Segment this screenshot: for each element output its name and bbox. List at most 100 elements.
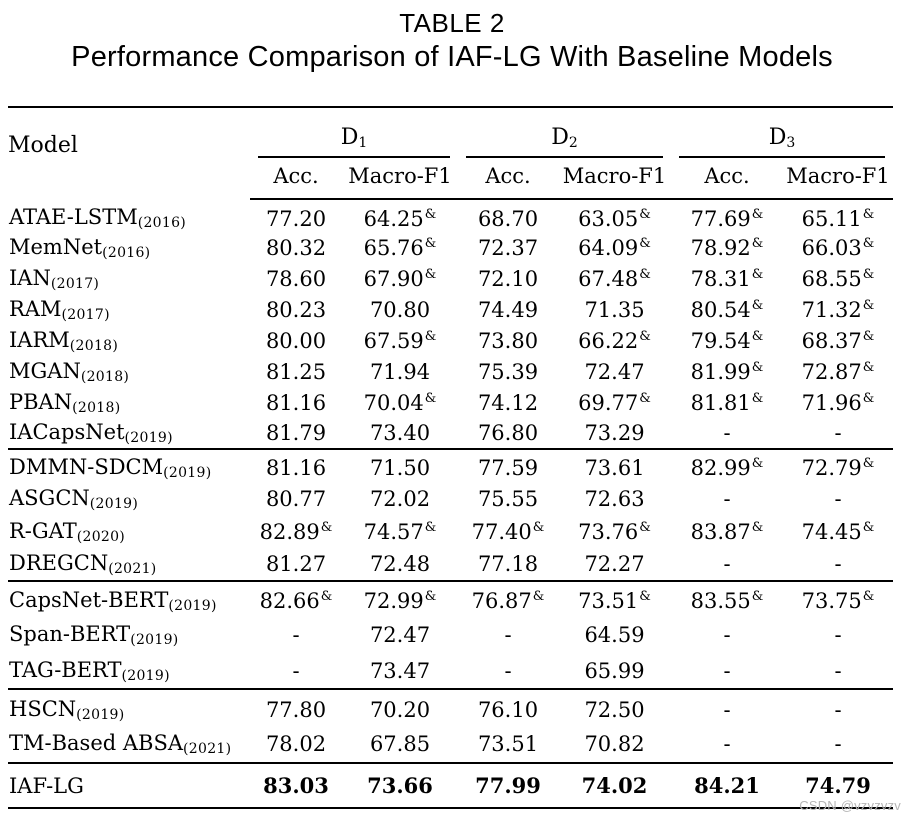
value-cell: 72.50	[558, 688, 671, 726]
model-year: (2019)	[163, 464, 212, 481]
d2-underline-rule	[466, 156, 663, 158]
model-name: DMMN-SDCM	[9, 454, 164, 479]
model-cell: IAF-LG	[8, 762, 250, 808]
ampersand-superscript: &	[862, 390, 875, 406]
metric-value: 72.79	[801, 455, 862, 480]
value-cell: 77.69&	[671, 199, 783, 232]
metric-value: 77.59	[477, 455, 539, 480]
model-year: (2019)	[130, 632, 179, 648]
value-cell: -	[671, 482, 783, 515]
ampersand-superscript: &	[751, 359, 764, 375]
metric-value: -	[723, 486, 731, 511]
value-cell: 71.94	[342, 356, 458, 387]
metric-value: 74.45	[801, 519, 862, 544]
value-cell: 74.45&	[783, 515, 893, 548]
metric-value: 80.23	[265, 297, 327, 322]
metric-value: 80.32	[265, 235, 327, 260]
ampersand-superscript: &	[639, 328, 651, 344]
model-name: IAN	[9, 265, 51, 290]
value-cell: 71.50	[342, 448, 458, 482]
model-year: (2018)	[80, 368, 130, 385]
ampersand-superscript: &	[532, 519, 545, 535]
ampersand-superscript: &	[751, 297, 764, 313]
ampersand-superscript: &	[751, 235, 764, 251]
ampersand-superscript: &	[424, 519, 437, 535]
value-cell: 83.03	[250, 762, 342, 808]
dataset-label-d3: D3	[768, 125, 796, 151]
ampersand-superscript: &	[751, 206, 764, 222]
metric-value: 81.81	[690, 390, 751, 415]
value-cell: -	[250, 653, 342, 689]
value-cell: 70.20	[342, 688, 458, 726]
column-header-macrof1-d2: Macro-F1	[558, 158, 671, 200]
metric-value: -	[723, 421, 731, 445]
value-cell: 73.40	[342, 418, 458, 449]
metric-value: -	[834, 552, 842, 576]
model-cell: CapsNet-BERT(2019)	[8, 580, 250, 617]
model-name: MemNet	[9, 234, 103, 259]
value-cell: -	[671, 653, 783, 689]
metric-value: 79.54	[690, 328, 751, 353]
value-cell: 72.87&	[783, 356, 893, 387]
table-row: DREGCN(2021) 81.27 72.48 77.18 72.27 - -	[8, 548, 893, 581]
column-header-macrof1-d3: Macro-F1	[783, 158, 893, 200]
metric-value: 82.99	[690, 455, 751, 480]
metric-value: 76.10	[477, 697, 539, 722]
metric-value: 71.96	[801, 390, 862, 415]
metric-value: 71.32	[801, 297, 862, 322]
value-cell: 64.59	[558, 617, 671, 653]
table-row: CapsNet-BERT(2019) 82.66& 72.99& 76.87& 73.5…	[8, 580, 893, 617]
metric-value: 64.25	[363, 206, 424, 231]
ampersand-superscript: &	[751, 455, 764, 471]
metric-value: 70.82	[584, 732, 645, 756]
table-row: R-GAT(2020) 82.89& 74.57& 77.40& 73.76& 83.87…	[8, 515, 893, 548]
table-row: HSCN(2019) 77.80 70.20 76.10 72.50 - -	[8, 688, 893, 726]
model-cell: R-GAT(2020)	[8, 515, 250, 548]
value-cell: 73.61	[558, 448, 671, 482]
metric-value: -	[292, 623, 300, 647]
model-cell: HSCN(2019)	[8, 688, 250, 726]
model-cell: TAG-BERT(2019)	[8, 653, 250, 689]
metric-value: 78.60	[265, 266, 327, 291]
metric-value: 71.35	[584, 297, 645, 322]
metric-value: 84.21	[694, 773, 760, 798]
metric-value: 80.77	[265, 486, 327, 511]
ampersand-superscript: &	[862, 328, 875, 344]
column-header-macrof1-d1: Macro-F1	[342, 158, 458, 200]
metric-value: 67.85	[369, 732, 431, 756]
value-cell: 63.05&	[558, 199, 671, 232]
column-header-acc-d3: Acc.	[671, 158, 783, 200]
metric-value: 83.87	[690, 519, 751, 544]
value-cell: 77.59	[458, 448, 558, 482]
value-cell: 65.76&	[342, 232, 458, 263]
metric-value: 69.77	[578, 390, 639, 415]
value-cell: 76.80	[458, 418, 558, 449]
metric-value: 75.39	[477, 359, 539, 384]
value-cell: 81.81&	[671, 387, 783, 418]
model-name: PBAN	[9, 389, 73, 414]
watermark: CSDN @vzvzvzv	[799, 798, 901, 813]
table-row: Span-BERT(2019) - 72.47 - 64.59 - -	[8, 617, 893, 653]
metric-value: 66.03	[801, 235, 862, 260]
ampersand-superscript: &	[639, 390, 651, 406]
value-cell: -	[671, 688, 783, 726]
value-cell: -	[783, 688, 893, 726]
metric-value: 81.25	[265, 359, 327, 384]
ampersand-superscript: &	[424, 589, 437, 604]
value-cell: 81.99&	[671, 356, 783, 387]
ampersand-superscript: &	[424, 390, 437, 406]
value-cell: -	[671, 617, 783, 653]
value-cell: 83.87&	[671, 515, 783, 548]
value-cell: 67.48&	[558, 263, 671, 294]
model-cell: IAN(2017)	[8, 263, 250, 294]
model-year: (2020)	[76, 528, 126, 545]
metric-value: 77.20	[265, 206, 327, 231]
value-cell: 74.49	[458, 294, 558, 325]
table-row: RAM(2017) 80.23 70.80 74.49 71.35 80.54& 71.32…	[8, 294, 893, 325]
model-year: (2018)	[72, 399, 121, 416]
metric-value: 81.79	[265, 421, 327, 445]
metric-value: 73.40	[369, 421, 431, 445]
metric-value: 74.49	[477, 297, 539, 322]
value-cell: 77.99	[458, 762, 558, 808]
model-year: (2019)	[168, 598, 217, 614]
